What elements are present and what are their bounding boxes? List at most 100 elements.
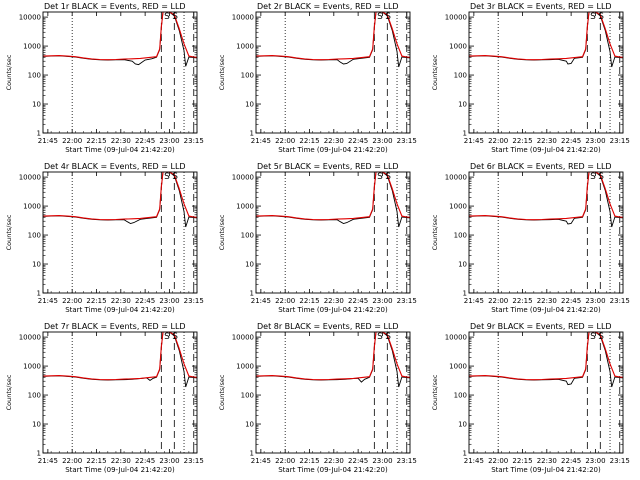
panel-det-4: Det 4r BLACK = Events, RED = LLD 1 10 100 10…	[5, 162, 204, 314]
y-tick-label: 10	[458, 261, 467, 269]
x-tick-label: 23:00	[159, 297, 179, 305]
lld-series-line	[42, 331, 198, 381]
y-tick-label: 100	[454, 72, 467, 80]
x-tick-label: 22:30	[111, 457, 131, 465]
y-tick-label: 100	[241, 232, 254, 240]
x-tick-label: 22:15	[299, 297, 319, 305]
x-tick-label: 22:45	[135, 137, 155, 145]
x-tick-label: 21:45	[38, 137, 58, 145]
panel-title: Det 5r BLACK = Events, RED = LLD	[257, 162, 399, 171]
y-tick-label: 10000	[232, 174, 254, 182]
plot-frame	[255, 331, 411, 454]
x-tick-label: 23:00	[585, 137, 605, 145]
saa-annotation: S	[385, 332, 391, 342]
x-tick-label: 22:30	[537, 297, 557, 305]
lld-series-line	[255, 331, 411, 381]
panel-title: Det 3r BLACK = Events, RED = LLD	[470, 2, 612, 11]
panel-det-2: Det 2r BLACK = Events, RED = LLD 1 10 100 10…	[218, 2, 417, 154]
x-tick-label: 22:45	[348, 137, 368, 145]
x-tick-label: 22:15	[512, 137, 532, 145]
plot-frame	[255, 11, 411, 134]
x-tick-label: 23:15	[184, 137, 204, 145]
panel-det-3: Det 3r BLACK = Events, RED = LLD 1 10 100 10…	[431, 2, 630, 154]
y-tick-label: 10	[458, 421, 467, 429]
y-tick-label: 10000	[445, 14, 467, 22]
saa-annotation: S	[590, 172, 596, 182]
y-tick-label: 10	[245, 101, 254, 109]
y-tick-label: 1000	[449, 203, 467, 211]
plot-frame	[42, 11, 198, 134]
panel-title: Det 1r BLACK = Events, RED = LLD	[44, 2, 186, 11]
panel-det-5: Det 5r BLACK = Events, RED = LLD 1 10 100 10…	[218, 162, 417, 314]
y-axis-label: Counts/sec	[218, 214, 226, 250]
x-tick-label: 21:45	[38, 457, 58, 465]
x-tick-label: 22:30	[324, 297, 344, 305]
lld-series-line	[255, 171, 411, 221]
x-tick-label: 22:00	[275, 137, 295, 145]
y-axis-label: Counts/sec	[218, 54, 226, 90]
x-tick-label: 21:45	[464, 137, 484, 145]
x-tick-label: 22:15	[86, 457, 106, 465]
x-axis-label: Start Time (09-Jul-04 21:42:20)	[65, 146, 175, 154]
x-tick-label: 22:45	[135, 297, 155, 305]
saa-annotation: S	[598, 332, 604, 342]
y-tick-label: 100	[241, 72, 254, 80]
panel-det-6: Det 6r BLACK = Events, RED = LLD 1 10 100 10…	[431, 162, 630, 314]
x-tick-label: 23:15	[610, 297, 630, 305]
y-tick-label: 1000	[23, 363, 41, 371]
x-tick-label: 22:30	[324, 457, 344, 465]
lld-series-line	[468, 11, 624, 61]
y-tick-label: 10	[458, 101, 467, 109]
x-tick-label: 23:00	[159, 137, 179, 145]
x-tick-label: 22:00	[275, 457, 295, 465]
x-tick-label: 23:15	[184, 457, 204, 465]
y-tick-label: 10000	[19, 14, 41, 22]
x-tick-label: 23:15	[610, 457, 630, 465]
x-tick-label: 22:00	[488, 457, 508, 465]
x-tick-label: 21:45	[251, 457, 271, 465]
x-axis-label: Start Time (09-Jul-04 21:42:20)	[65, 466, 175, 474]
x-tick-label: 23:00	[585, 457, 605, 465]
y-tick-label: 1000	[23, 43, 41, 51]
saa-annotation: S	[172, 12, 178, 22]
y-axis-label: Counts/sec	[218, 374, 226, 410]
saa-annotation: S	[590, 12, 596, 22]
x-tick-label: 22:45	[561, 297, 581, 305]
panel-det-7: Det 7r BLACK = Events, RED = LLD 1 10 100 10…	[5, 322, 204, 474]
y-tick-label: 10	[32, 261, 41, 269]
x-tick-label: 23:15	[397, 137, 417, 145]
y-axis-label: Counts/sec	[5, 214, 13, 250]
saa-annotation: S	[164, 332, 170, 342]
y-tick-label: 1000	[449, 43, 467, 51]
y-tick-label: 100	[454, 232, 467, 240]
panel-title: Det 7r BLACK = Events, RED = LLD	[44, 322, 186, 331]
y-tick-label: 10000	[19, 174, 41, 182]
y-tick-label: 100	[28, 72, 41, 80]
plot-frame	[42, 171, 198, 294]
y-tick-label: 10	[32, 421, 41, 429]
y-tick-label: 1000	[236, 43, 254, 51]
plot-frame	[42, 331, 198, 454]
x-tick-label: 23:00	[585, 297, 605, 305]
y-tick-label: 1	[250, 450, 254, 458]
y-tick-label: 1	[250, 290, 254, 298]
x-tick-label: 22:00	[488, 297, 508, 305]
x-tick-label: 22:45	[561, 457, 581, 465]
saa-annotation: S	[377, 12, 383, 22]
x-tick-label: 22:45	[348, 297, 368, 305]
x-tick-label: 22:15	[512, 297, 532, 305]
y-tick-label: 1	[37, 290, 41, 298]
x-tick-label: 21:45	[251, 137, 271, 145]
y-tick-label: 100	[28, 232, 41, 240]
y-tick-label: 1	[463, 450, 467, 458]
saa-annotation: S	[164, 12, 170, 22]
y-axis-label: Counts/sec	[431, 214, 439, 250]
y-tick-label: 1000	[236, 203, 254, 211]
x-axis-label: Start Time (09-Jul-04 21:42:20)	[278, 306, 388, 314]
y-tick-label: 1	[463, 130, 467, 138]
y-tick-label: 1	[463, 290, 467, 298]
saa-annotation: S	[172, 172, 178, 182]
panel-det-8: Det 8r BLACK = Events, RED = LLD 1 10 100 10…	[218, 322, 417, 474]
